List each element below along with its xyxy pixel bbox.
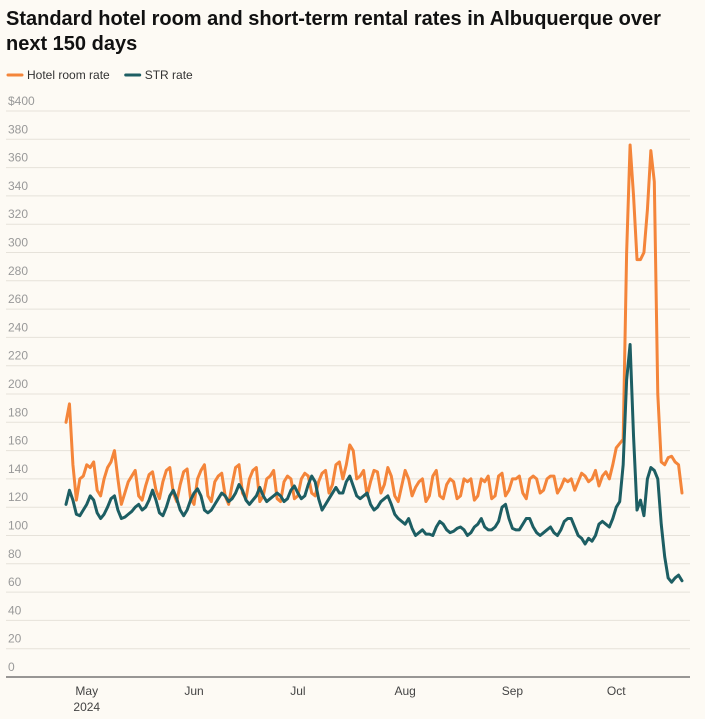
y-tick-label: 320 [8,207,28,221]
x-tick-label: Sep [502,684,524,698]
y-tick-label: 40 [8,603,22,617]
y-tick-label: 120 [8,490,28,504]
title-line: next 150 days [6,33,137,55]
line-series [64,143,684,506]
y-tick-label: 240 [8,320,28,334]
y-tick-label: 180 [8,405,28,419]
x-tick-label: Aug [394,684,415,698]
x-tick-label: Jul [290,684,305,698]
y-tick-label: 340 [8,179,28,193]
y-tick-label: 380 [8,122,28,136]
y-tick-label: 220 [8,349,28,363]
y-tick-label: 300 [8,236,28,250]
y-tick-label: 60 [8,575,22,589]
title-line: Standard hotel room and short-term renta… [6,8,661,30]
y-tick-label: 80 [8,547,22,561]
y-tick-label: 280 [8,264,28,278]
line-series [64,342,684,584]
y-tick-label: 260 [8,292,28,306]
y-tick-label: $400 [8,94,35,108]
y-tick-label: 200 [8,377,28,391]
x-tick-label: Jun [184,684,203,698]
y-tick-label: 100 [8,519,28,533]
x-tick-label: Oct [607,684,626,698]
x-year-label: 2024 [73,700,100,714]
x-tick-label: May [75,684,98,698]
legend-label: STR rate [145,68,193,82]
y-tick-label: 160 [8,434,28,448]
chart-title: Standard hotel room and short-term renta… [6,8,666,55]
y-tick-label: 360 [8,151,28,165]
legend-label: Hotel room rate [27,68,110,82]
y-tick-label: 20 [8,632,22,646]
y-tick-label: 140 [8,462,28,476]
y-tick-label: 0 [8,660,15,674]
